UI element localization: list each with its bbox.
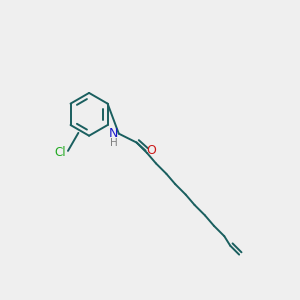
Text: H: H xyxy=(110,138,117,148)
Text: N: N xyxy=(109,127,118,140)
Text: Cl: Cl xyxy=(55,146,66,159)
Text: O: O xyxy=(146,144,156,157)
